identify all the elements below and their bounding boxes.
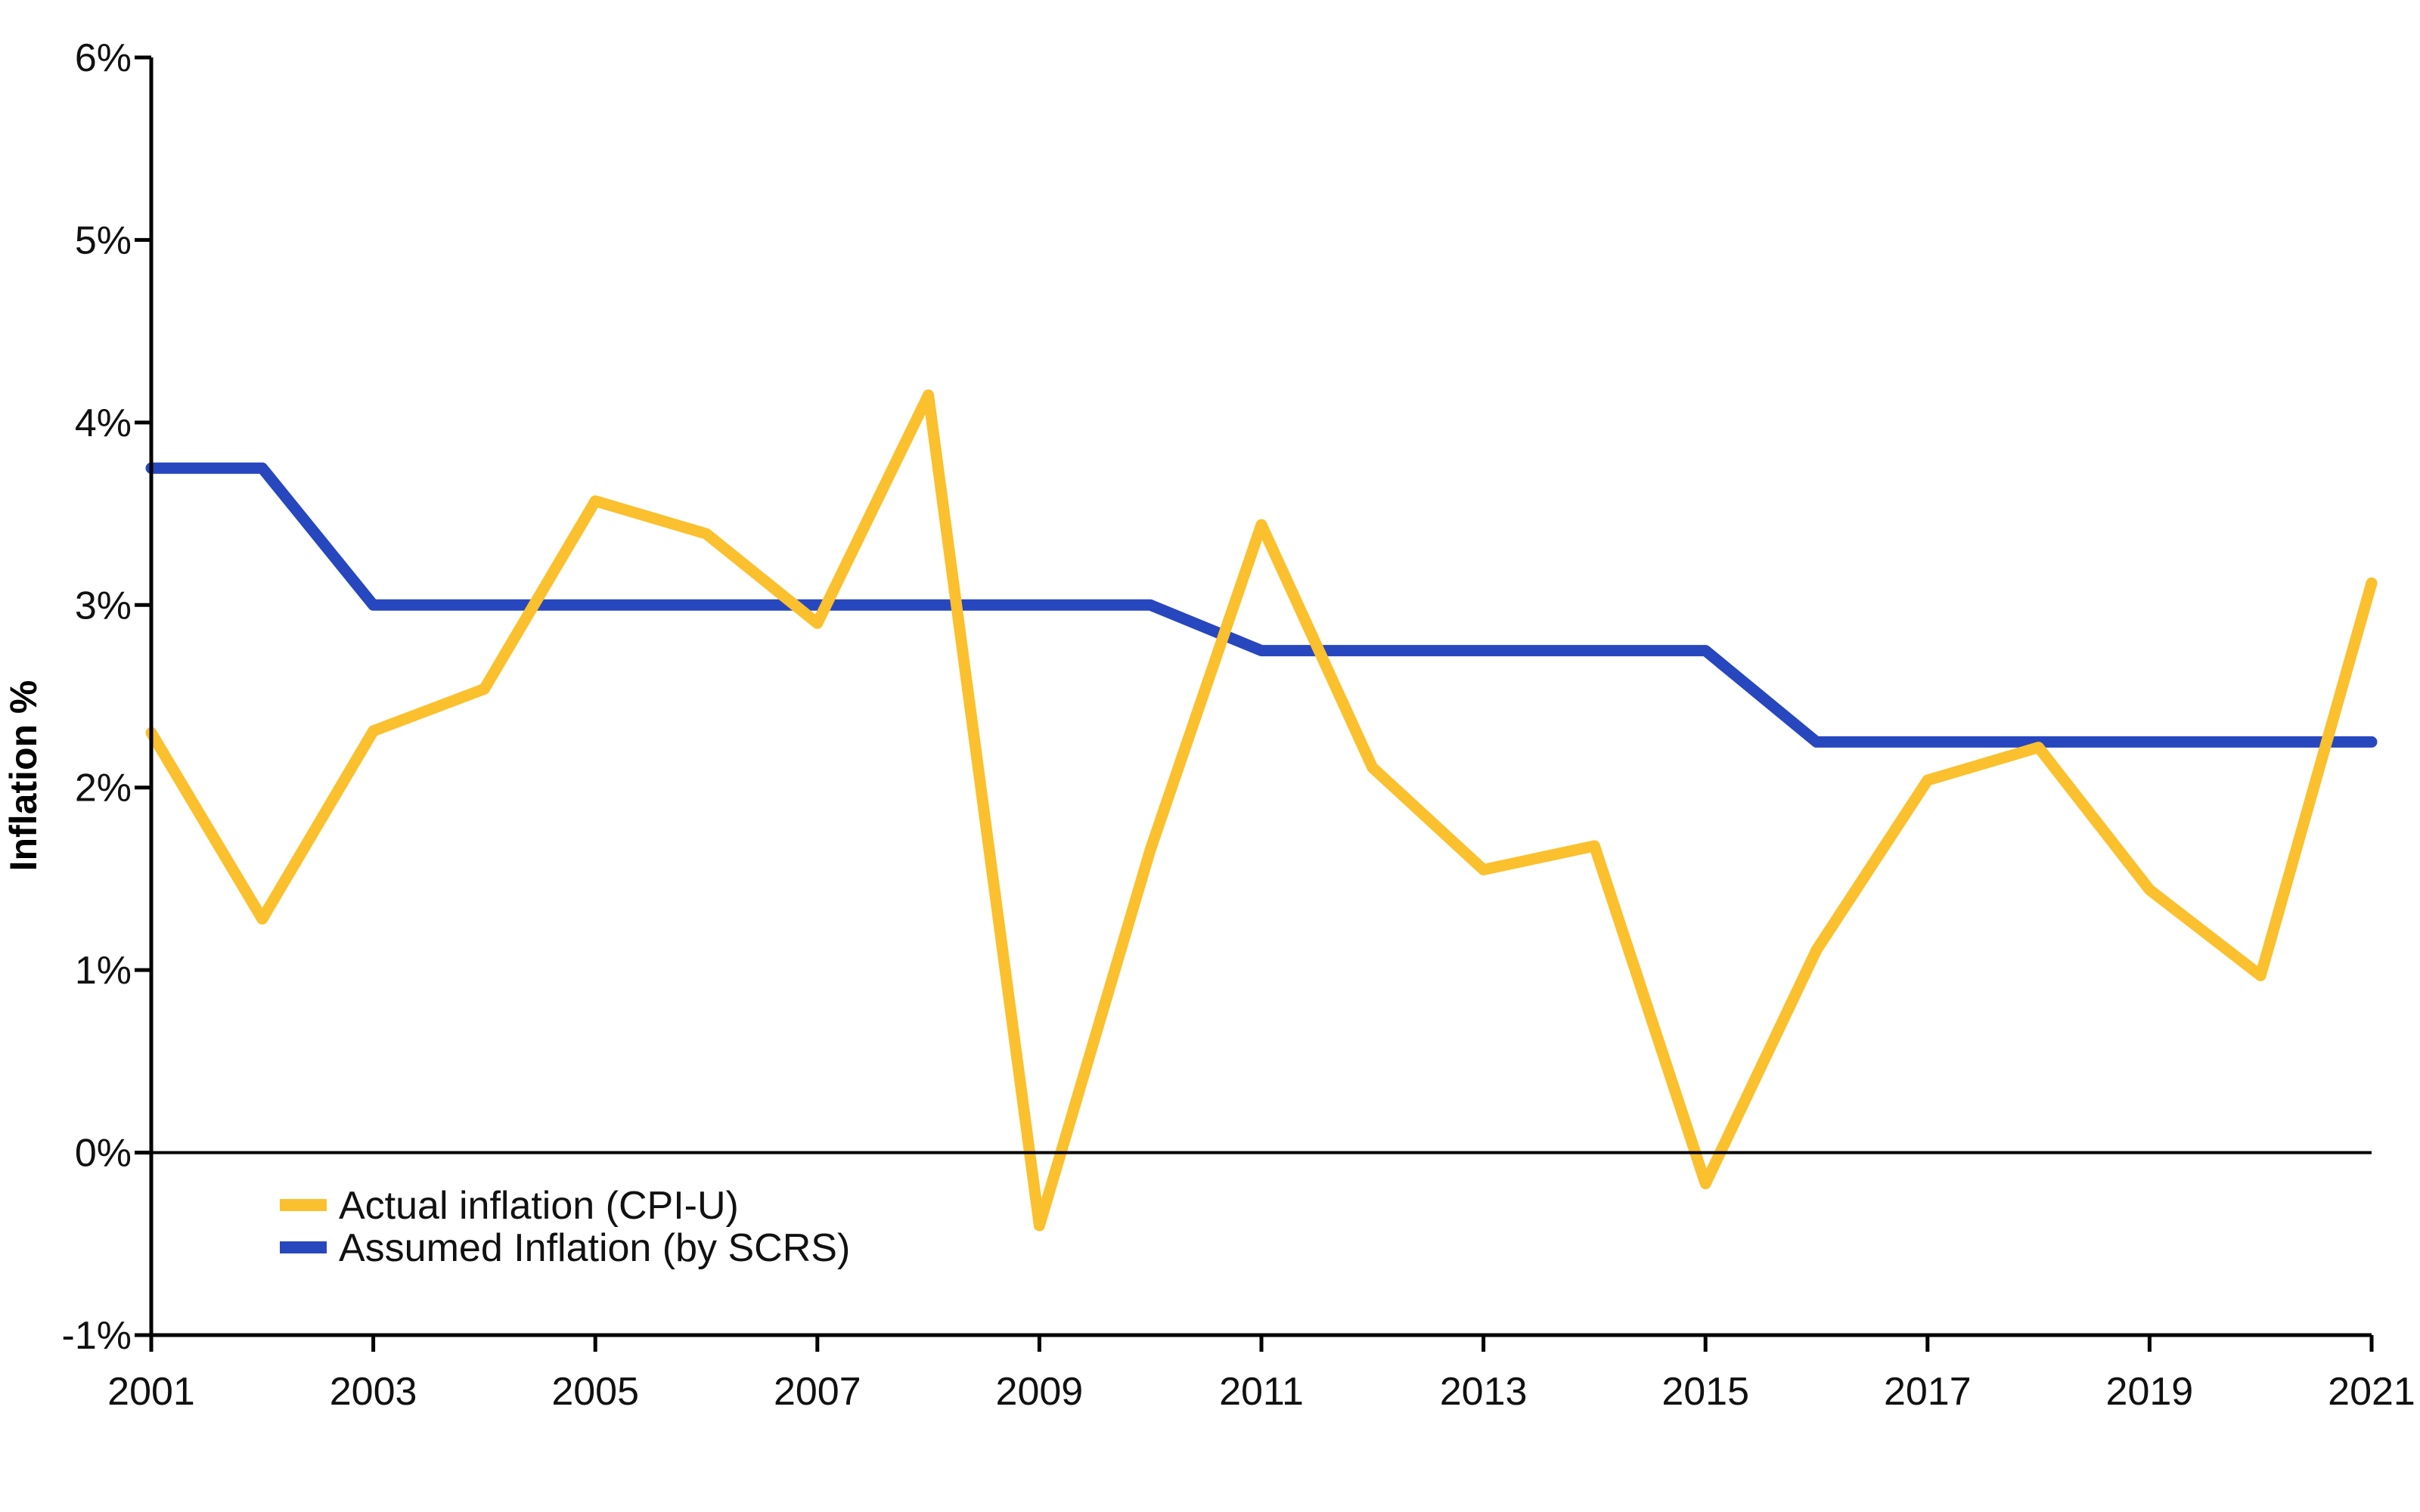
y-tick-label: 2% (75, 767, 132, 810)
y-tick-label: 6% (75, 36, 132, 80)
x-tick-label: 2009 (996, 1370, 1084, 1414)
legend: Actual inflation (CPI-U)Assumed Inflatio… (280, 1184, 850, 1270)
x-tick-label: 2005 (551, 1370, 639, 1414)
y-tick-label: 5% (75, 218, 132, 262)
series-line-actual-inflation (145, 389, 2378, 1232)
x-axis-ticks: 2001 2003 2005 2007 2009 2011 2013 2015 2017 2019… (107, 1335, 2415, 1414)
x-tick-label: 2015 (1661, 1370, 1749, 1414)
x-tick-label: 2021 (2328, 1370, 2415, 1414)
series-line-assumed-inflation (145, 462, 2378, 748)
legend-label: Assumed Inflation (by SCRS) (339, 1226, 850, 1270)
x-tick-label: 2017 (1884, 1370, 1972, 1414)
axes (149, 57, 2372, 1337)
x-tick-label: 2011 (1219, 1370, 1304, 1414)
y-tick-label: 0% (75, 1132, 132, 1176)
x-tick-label: 2001 (107, 1370, 195, 1414)
y-axis-title: Inflation % (2, 680, 45, 872)
x-tick-label: 2003 (330, 1370, 417, 1414)
x-tick-label: 2007 (774, 1370, 861, 1414)
y-axis-ticks: -1% 0% 1% 2% 3% 4% 5% 6% (62, 36, 151, 1358)
y-tick-label: 4% (75, 401, 132, 445)
y-tick-label: 3% (75, 584, 132, 627)
legend-label: Actual inflation (CPI-U) (339, 1184, 739, 1228)
y-tick-label: -1% (62, 1314, 132, 1358)
x-tick-label: 2013 (1440, 1370, 1528, 1414)
series-lines (145, 389, 2378, 1232)
x-tick-label: 2019 (2106, 1370, 2194, 1414)
y-tick-label: 1% (75, 949, 132, 993)
